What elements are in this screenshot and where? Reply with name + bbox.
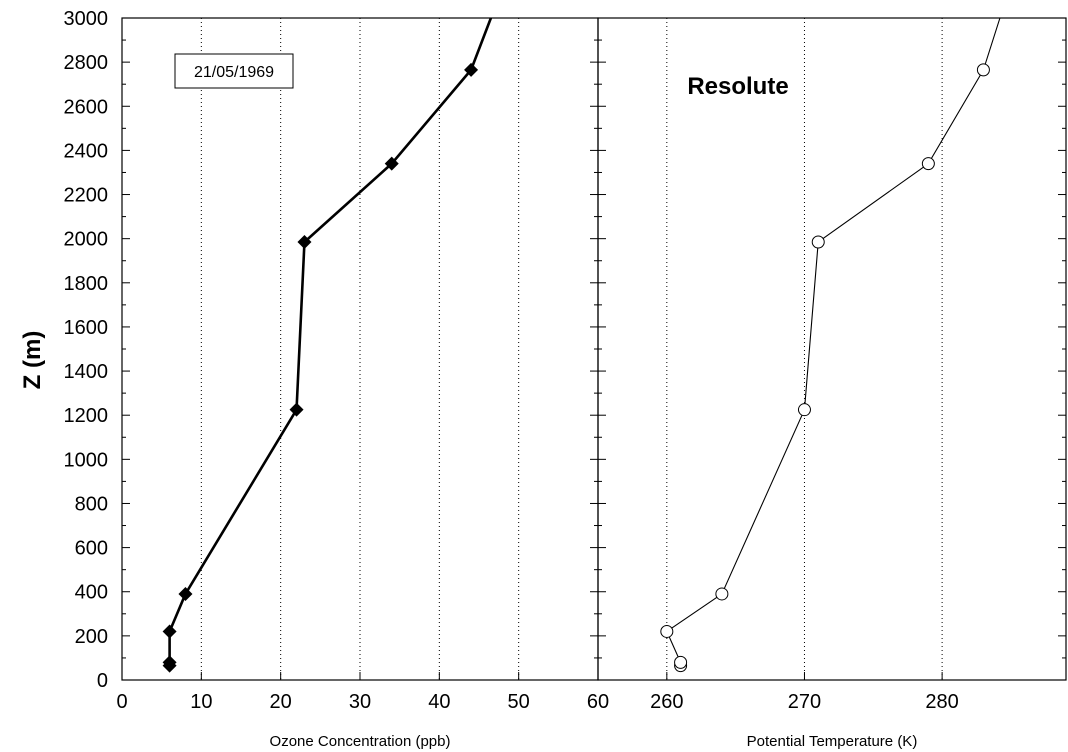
data-point: [674, 655, 688, 669]
data-point: [976, 63, 990, 77]
y-tick-label: 3000: [64, 8, 109, 30]
y-tick-label: 2400: [64, 140, 109, 162]
data-point: [811, 235, 825, 249]
x-tick-label: 280: [925, 691, 958, 713]
x-tick-label: 20: [270, 691, 292, 713]
date-annotation: 21/05/1969: [174, 53, 294, 89]
data-point: [797, 403, 811, 417]
temperature-series-line: [666, 17, 1001, 666]
y-tick-label: 2600: [64, 96, 109, 118]
y-tick-label: 1800: [64, 273, 109, 295]
x-tick-label: 260: [650, 691, 683, 713]
data-point: [289, 402, 304, 417]
y-tick-label: 1600: [64, 317, 109, 339]
plot-frame: [597, 17, 1067, 681]
ozone-series-line: [168, 17, 493, 666]
x-axis-label: Ozone Concentration (ppb): [270, 733, 451, 750]
y-tick-label: 1400: [64, 361, 109, 383]
x-tick-label: 30: [349, 691, 371, 713]
data-point: [162, 624, 177, 639]
y-tick-label: 2800: [64, 52, 109, 74]
x-axis-label: Potential Temperature (K): [747, 733, 918, 750]
x-tick-label: 60: [587, 691, 609, 713]
date-annotation-text: 21/05/1969: [194, 64, 274, 81]
data-point: [715, 587, 729, 601]
data-point: [660, 624, 674, 638]
data-point: [384, 156, 399, 171]
y-tick-label: 2200: [64, 185, 109, 207]
station-label: Resolute: [687, 73, 788, 100]
y-axis-label: Z (m): [19, 331, 46, 390]
x-tick-label: 10: [190, 691, 212, 713]
y-tick-label: 1200: [64, 405, 109, 427]
temperature-panel: 260 270 280 Potential Temperature (K): [597, 17, 1067, 750]
x-tick-label: 40: [428, 691, 450, 713]
x-tick-label: 0: [116, 691, 127, 713]
y-tick-label: 1000: [64, 449, 109, 471]
y-tick-label: 0: [97, 670, 108, 692]
ozone-panel: 0 10 20 30 40 50 60 Ozone Concentration (ppb) 0 2…: [64, 8, 610, 750]
data-point: [178, 586, 193, 601]
date-annotation-box: [174, 53, 294, 89]
y-tick-label: 2000: [64, 229, 109, 251]
data-point: [162, 655, 177, 670]
data-point: [297, 234, 312, 249]
x-tick-label: 50: [508, 691, 530, 713]
data-point: [921, 157, 935, 171]
y-tick-label: 200: [75, 626, 108, 648]
data-point: [464, 62, 479, 77]
y-tick-label: 600: [75, 538, 108, 560]
y-tick-label: 400: [75, 582, 108, 604]
y-tick-label: 800: [75, 493, 108, 515]
x-tick-label: 270: [788, 691, 821, 713]
